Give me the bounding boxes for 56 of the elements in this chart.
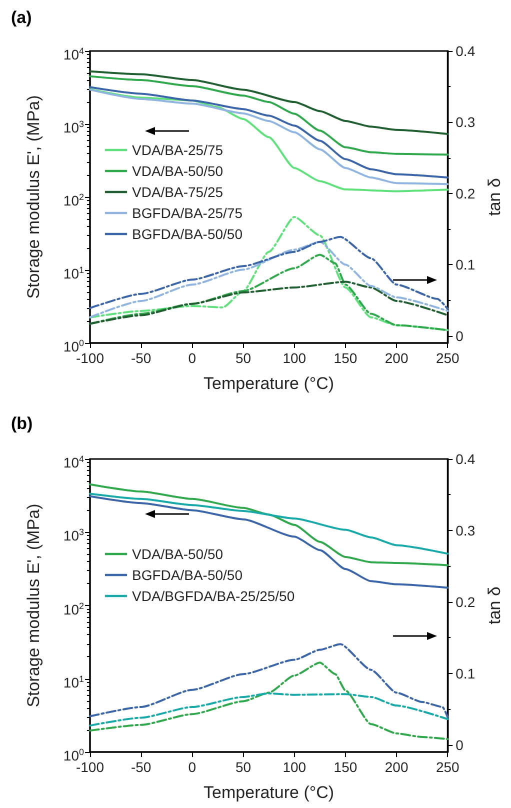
- y2-tick-label: 0.3: [456, 114, 476, 130]
- y-tick-label: 10$^{3}$: [63, 526, 84, 545]
- x-tick-label: 100: [282, 759, 306, 775]
- line-series: [89, 662, 449, 740]
- y-axis-title: Storage modulus E', (MPa): [24, 504, 43, 708]
- line-series: [89, 483, 449, 566]
- line-series: [89, 240, 449, 318]
- x-tick-label: 150: [334, 759, 358, 775]
- chart-title: (b): [11, 414, 33, 433]
- legend-label: BGFDA/BA-25/75: [132, 205, 243, 221]
- y2-tick-label: 0.4: [456, 451, 476, 467]
- y2-tick-label: 0: [456, 328, 464, 344]
- x-tick-label: 250: [436, 759, 460, 775]
- legend-label: VDA/BA-75/25: [132, 184, 224, 200]
- y-tick-label: 10$^{1}$: [63, 264, 84, 283]
- line-series: [89, 692, 449, 727]
- y-tick-label: 10$^{2}$: [63, 600, 84, 618]
- x-tick-label: 150: [334, 350, 358, 366]
- x-tick-label: 100: [282, 350, 306, 366]
- y2-tick-label: 0.2: [456, 594, 476, 610]
- legend-label: BGFDA/BA-50/50: [132, 226, 243, 242]
- y-tick-label: 10$^{4}$: [63, 45, 84, 64]
- x-tick-label: 50: [235, 759, 252, 775]
- y2-tick-label: 0.4: [456, 43, 476, 59]
- y2-tick-label: 0.1: [456, 256, 476, 273]
- line-series: [89, 254, 449, 332]
- x-axis-title: Temperature (°C): [204, 783, 334, 802]
- chart-title: (a): [11, 8, 32, 27]
- legend-label: BGFDA/BA-50/50: [132, 567, 243, 583]
- x-tick-label: -50: [130, 350, 152, 366]
- line-series: [89, 643, 449, 718]
- line-series: [89, 495, 449, 589]
- legend-label: VDA/BA-50/50: [132, 163, 224, 179]
- y-tick-label: 10$^{4}$: [63, 453, 84, 472]
- y-tick-label: 10$^{3}$: [63, 118, 84, 137]
- legend-label: VDA/BA-25/75: [132, 142, 224, 158]
- legend-label: VDA/BA-50/50: [132, 546, 224, 562]
- x-tick-label: 0: [188, 350, 196, 366]
- legend-label: VDA/BGFDA/BA-25/25/50: [132, 588, 295, 604]
- x-tick-label: 200: [384, 350, 408, 366]
- x-tick-label: 200: [384, 759, 408, 775]
- y2-tick-label: 0.3: [456, 522, 476, 538]
- y-tick-label: 10$^{1}$: [63, 672, 84, 692]
- y2-tick-label: 0.2: [456, 185, 476, 202]
- x-tick-label: 50: [235, 350, 252, 366]
- x-axis-title: Temperature (°C): [204, 374, 334, 393]
- y-axis-title: Storage modulus E', (MPa): [24, 95, 43, 299]
- x-tick-label: 250: [436, 350, 460, 366]
- y-tick-label: 10$^{2}$: [63, 191, 84, 210]
- y2-tick-label: 0: [456, 736, 464, 753]
- x-tick-label: -50: [130, 759, 152, 775]
- line-series: [89, 280, 449, 325]
- x-tick-label: 0: [188, 759, 196, 775]
- y2-tick-label: 0.1: [456, 665, 476, 682]
- y2-axis-title: tan δ: [485, 586, 504, 624]
- y2-axis-title: tan δ: [485, 178, 504, 216]
